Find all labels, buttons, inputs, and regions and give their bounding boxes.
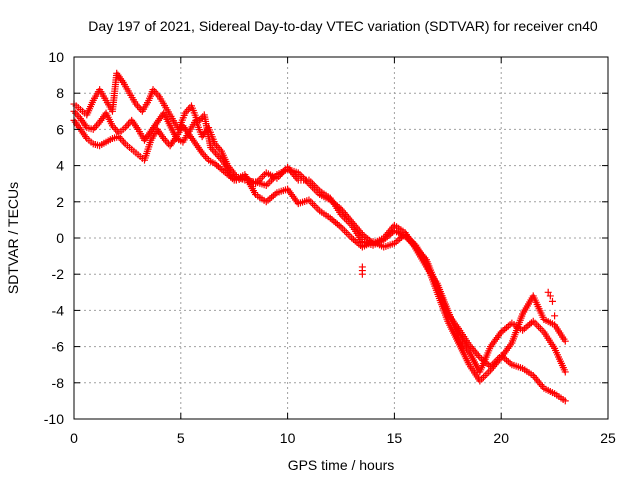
data-point-track-b [307,182,315,190]
data-point-track-b [536,325,544,332]
data-points [70,69,569,405]
y-axis-label: SDTVAR / TECUs [5,182,21,294]
data-point-track-a [474,352,482,360]
x-axis-label: GPS time / hours [288,457,395,473]
data-point-track-b [298,172,306,180]
data-point-track-a [532,375,540,383]
data-point-track-b [123,122,131,130]
data-point-track-a [531,373,539,381]
data-point-track-c [218,166,226,174]
y-tick-label: 0 [56,230,64,246]
y-tick-label: -6 [52,339,65,355]
data-point-track-a [135,104,143,112]
data-point-track-b [561,368,569,376]
grid-lines [74,57,608,419]
data-point-track-a [293,174,301,182]
data-point-track-b [312,187,320,195]
data-point-track-c [201,153,209,161]
data-point-stray-points [546,292,554,300]
x-tick-label: 20 [493,430,509,446]
data-point-stray-points [358,270,366,278]
data-point-track-c [310,201,318,209]
data-point-track-b [73,111,81,119]
data-point-track-b [112,125,120,133]
data-point-track-a [537,381,545,389]
data-point-track-a [561,397,569,405]
y-tick-label: 2 [56,194,64,210]
data-point-track-b [91,124,99,132]
x-tick-label: 0 [70,430,78,446]
data-point-track-c [344,230,352,238]
x-tick-label: 25 [600,430,616,446]
data-point-track-c [481,372,489,380]
y-tick-label: -4 [52,302,65,318]
data-point-track-c [485,368,493,376]
data-point-track-c [346,232,354,240]
data-point-track-a [184,105,192,113]
x-tick-label: 15 [387,430,403,446]
data-point-track-b [301,176,309,184]
data-point-track-c [339,225,347,233]
data-point-track-b [535,323,543,331]
data-point-track-b [303,178,311,186]
y-tick-label: 6 [56,121,64,137]
data-point-track-b [538,326,546,334]
data-point-track-b [531,319,539,327]
data-point-track-b [309,183,317,191]
data-point-track-a [534,377,542,385]
data-point-track-c [312,203,320,211]
y-tick-label: 10 [48,49,64,65]
data-point-track-c [341,227,349,235]
y-tick-label: 8 [56,85,64,101]
data-point-track-a [291,172,299,180]
data-point-track-c [342,229,350,237]
data-point-track-c [120,138,128,146]
data-point-stray-points [544,288,552,296]
x-tick-label: 10 [280,430,296,446]
data-point-track-b [349,220,357,228]
data-point-track-c [314,205,322,213]
data-point-track-b [264,180,272,188]
data-point-stray-points [551,312,559,320]
data-point-track-b [310,185,318,193]
data-point-track-c [307,198,315,206]
axis-ticks: 0 5 10 15 20 25 -10 -8 -6 -4 -2 0 2 4 6 8 10 [44,49,616,446]
data-point-track-c [561,337,569,345]
y-tick-label: -10 [44,411,64,427]
data-point-track-c [483,370,491,378]
y-tick-label: -2 [52,266,65,282]
data-point-track-c [116,134,124,142]
data-point-track-a [260,171,268,179]
y-tick-label: -8 [52,375,65,391]
y-tick-label: 4 [56,158,64,174]
data-point-track-c [479,373,487,381]
data-point-track-a [535,379,543,387]
data-point-stray-points [548,297,556,305]
chart-title: Day 197 of 2021, Sidereal Day-to-day VTE… [88,18,598,34]
data-point-track-a [257,174,265,182]
x-tick-label: 5 [177,430,185,446]
data-point-track-b [348,218,356,226]
data-point-track-c [487,366,495,374]
